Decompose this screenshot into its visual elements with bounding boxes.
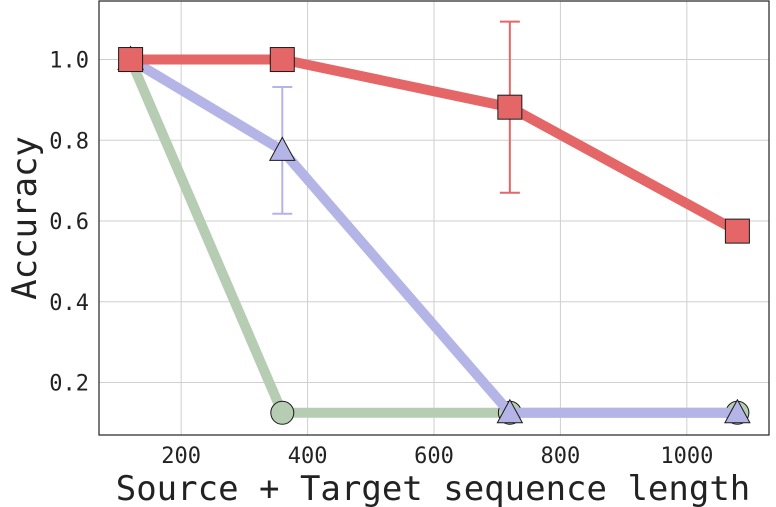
series-line [125,54,743,237]
plot-frame [98,0,770,436]
data-point-square [497,94,523,120]
x-tick-label: 400 [288,444,328,469]
x-tick-label: 600 [414,444,454,469]
data-point-triangle [268,136,296,161]
x-tick-label: 800 [541,444,581,469]
data-point-circle [270,400,295,425]
series-line [125,54,743,418]
data-point-triangle [496,398,524,424]
y-tick-label: 1.0 [49,49,89,74]
data-point-square [269,47,295,73]
y-axis-label: Accuracy [5,136,45,300]
y-tick-label: 0.6 [49,210,89,235]
y-tick-label: 0.4 [49,291,89,316]
tick-labels: 200 400 600 800 1000 0.2 0.4 0.6 0.8 1.0 [49,49,713,469]
data-point-square [118,47,144,73]
y-tick-label: 0.2 [49,372,89,397]
series-layer [117,20,751,425]
data-point-triangle [724,398,751,424]
x-axis-label: Source + Target sequence length [116,469,751,507]
x-tick-label: 1000 [660,444,713,469]
y-tick-label: 0.8 [49,129,89,154]
x-tick-label: 200 [161,444,201,469]
data-point-square [724,218,750,244]
grid [99,1,769,435]
series-square [118,20,750,244]
